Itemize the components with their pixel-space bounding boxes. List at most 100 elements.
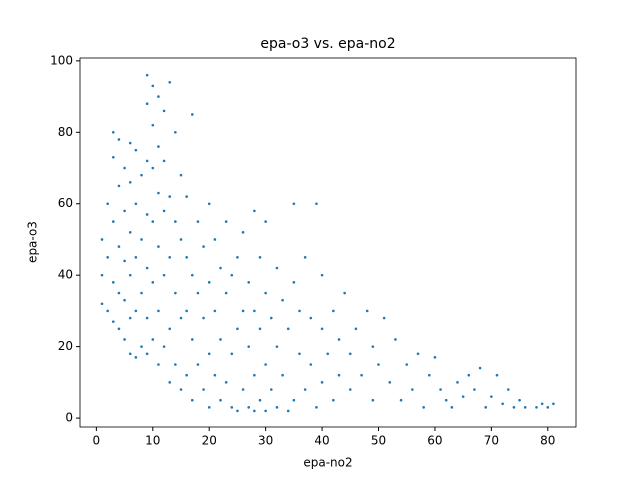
- point: [213, 238, 217, 241]
- point: [224, 381, 228, 384]
- point: [247, 281, 251, 284]
- point: [292, 398, 296, 402]
- point: [484, 406, 488, 409]
- point: [145, 73, 149, 77]
- point: [106, 309, 109, 313]
- point: [134, 256, 138, 259]
- point: [552, 402, 555, 406]
- point: [100, 302, 104, 306]
- point: [264, 363, 267, 366]
- point: [140, 345, 143, 348]
- point: [123, 209, 126, 213]
- point: [128, 141, 132, 145]
- point: [202, 316, 205, 320]
- point: [123, 338, 126, 341]
- point: [495, 373, 499, 377]
- point: [230, 352, 234, 356]
- point: [100, 238, 104, 241]
- y-axis-label: epa-o3: [26, 221, 40, 263]
- point: [168, 327, 172, 331]
- y-tick-label: 80: [58, 125, 73, 139]
- point: [269, 316, 273, 320]
- point: [106, 256, 109, 259]
- point: [168, 381, 172, 384]
- point: [168, 256, 172, 259]
- point: [258, 256, 262, 259]
- point: [207, 202, 211, 206]
- point: [128, 352, 132, 356]
- point: [264, 220, 267, 223]
- point: [422, 406, 425, 409]
- point: [478, 366, 482, 370]
- point: [219, 398, 222, 402]
- point: [157, 191, 160, 195]
- point: [196, 291, 200, 295]
- point: [202, 245, 205, 248]
- point: [179, 173, 183, 177]
- point: [253, 409, 256, 413]
- point: [145, 213, 149, 216]
- point: [134, 309, 138, 313]
- x-tick-label: 10: [145, 434, 160, 448]
- point: [320, 327, 324, 331]
- point: [326, 352, 330, 356]
- point: [179, 388, 183, 391]
- point: [461, 395, 465, 398]
- point: [174, 291, 177, 295]
- point: [174, 220, 177, 223]
- point: [501, 402, 504, 406]
- point: [377, 363, 380, 366]
- point: [439, 388, 442, 391]
- point: [145, 352, 149, 356]
- point: [309, 363, 313, 366]
- point: [427, 373, 431, 377]
- point: [416, 352, 420, 356]
- point: [145, 316, 149, 320]
- x-tick-label: 40: [314, 434, 329, 448]
- point: [456, 381, 459, 384]
- point: [145, 102, 149, 106]
- point: [275, 266, 279, 270]
- y-tick-label: 20: [58, 339, 73, 353]
- point: [151, 281, 155, 284]
- point: [224, 220, 228, 223]
- point: [371, 398, 375, 402]
- point: [253, 373, 256, 377]
- point: [337, 373, 341, 377]
- point: [348, 352, 352, 356]
- point: [157, 95, 160, 98]
- point: [123, 259, 126, 263]
- point: [303, 256, 307, 259]
- point: [467, 373, 471, 377]
- point: [162, 159, 166, 163]
- point: [269, 388, 273, 391]
- point: [292, 281, 296, 284]
- point: [117, 327, 121, 331]
- point: [512, 406, 516, 409]
- point: [213, 309, 217, 313]
- point: [292, 202, 296, 206]
- point: [371, 345, 375, 348]
- point: [298, 352, 301, 356]
- point: [168, 80, 172, 84]
- point: [365, 309, 369, 313]
- point: [185, 373, 188, 377]
- point: [174, 363, 177, 366]
- point: [111, 320, 115, 323]
- point: [111, 131, 115, 134]
- point: [230, 273, 234, 277]
- point: [275, 345, 279, 348]
- point: [128, 316, 132, 320]
- point: [111, 156, 115, 159]
- point: [162, 345, 166, 348]
- point: [258, 398, 262, 402]
- point: [151, 220, 155, 223]
- point: [433, 356, 437, 359]
- point: [236, 327, 239, 331]
- point: [382, 316, 386, 320]
- point: [332, 398, 335, 402]
- point: [253, 309, 256, 313]
- point: [157, 145, 160, 148]
- point: [157, 363, 160, 366]
- point: [540, 402, 544, 406]
